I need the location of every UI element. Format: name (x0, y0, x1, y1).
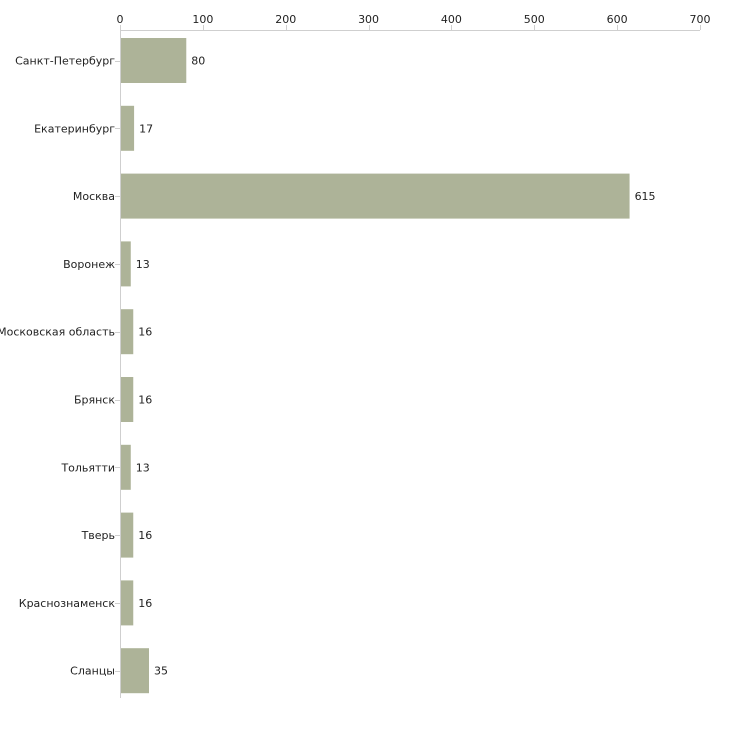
data-label: 16 (138, 326, 152, 339)
bar (121, 173, 630, 219)
data-label: 17 (139, 122, 153, 135)
x-tick-label: 700 (690, 13, 711, 26)
bar (121, 648, 149, 694)
x-tick-label: 400 (441, 13, 462, 26)
data-label: 16 (138, 394, 152, 407)
category-label: Тверь (81, 529, 115, 542)
bar (121, 512, 134, 558)
category-label: Санкт-Петербург (15, 55, 115, 68)
data-label: 16 (138, 597, 152, 610)
data-label: 80 (191, 55, 205, 68)
category-label: Сланцы (70, 665, 115, 678)
bar (121, 377, 134, 422)
x-axis: 0 100 200 300 400 500 600 700 (117, 13, 711, 31)
bar (121, 580, 134, 626)
x-tick-label: 0 (117, 13, 124, 26)
data-label: 16 (138, 529, 152, 542)
data-label: 35 (154, 665, 168, 678)
x-tick-label: 100 (192, 13, 213, 26)
category-label: Краснознаменск (19, 597, 116, 610)
x-tick-label: 200 (275, 13, 296, 26)
x-tick-label: 300 (358, 13, 379, 26)
bar (121, 309, 134, 355)
data-label: 615 (635, 190, 656, 203)
data-labels: 80 17 615 13 16 16 13 16 16 35 (136, 55, 656, 678)
category-label: Воронеж (63, 258, 115, 271)
category-label: Екатеринбург (34, 122, 115, 135)
data-label: 13 (136, 461, 150, 474)
category-label: Брянск (74, 394, 115, 407)
category-label: Московская область (0, 326, 115, 339)
category-label: Москва (73, 190, 115, 203)
bar (121, 444, 131, 490)
bar (121, 105, 135, 151)
category-label: Тольятти (60, 461, 115, 474)
bar (121, 241, 131, 287)
y-axis: Санкт-Петербург Екатеринбург Москва Воронеж… (0, 30, 121, 698)
data-label: 13 (136, 258, 150, 271)
x-tick-label: 600 (607, 13, 628, 26)
bar-series (121, 38, 630, 694)
x-tick-label: 500 (524, 13, 545, 26)
bar (121, 38, 187, 83)
